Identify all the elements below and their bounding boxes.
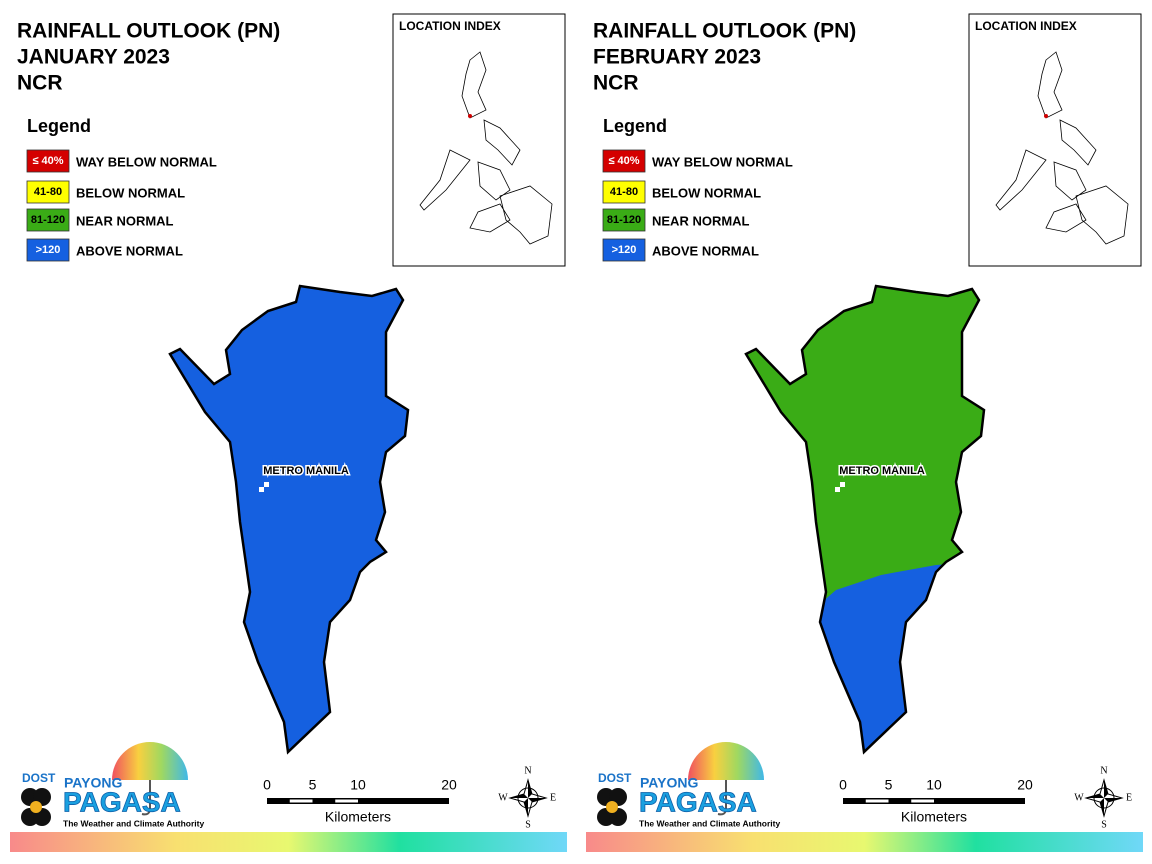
city-marker xyxy=(259,487,264,492)
legend-range: >120 xyxy=(36,244,61,256)
compass-fill xyxy=(510,780,546,816)
legend-range: ≤ 40% xyxy=(32,155,63,167)
region-fill xyxy=(746,286,984,752)
title-line: NCR xyxy=(593,72,639,95)
region-outline xyxy=(744,284,986,755)
compass-letter: N xyxy=(1100,765,1107,776)
legend-range: 81-120 xyxy=(607,214,641,226)
legend-swatch xyxy=(26,180,70,204)
legend-swatch xyxy=(26,149,70,173)
scale-unit: Kilometers xyxy=(901,809,967,825)
city-marker xyxy=(264,482,269,487)
compass-letter: W xyxy=(1074,792,1084,803)
scale-tick-label: 10 xyxy=(350,777,366,793)
scale-tick-label: 20 xyxy=(1017,777,1033,793)
logo-brand-top: PAYONG xyxy=(64,775,122,791)
legend-title: Legend xyxy=(603,116,667,136)
color-band xyxy=(586,832,1143,852)
legend-swatch xyxy=(26,208,70,232)
scale-segment xyxy=(865,799,889,803)
legend-swatch xyxy=(26,238,70,262)
region-fill xyxy=(170,286,408,752)
logo-handle xyxy=(141,780,151,816)
title-line: RAINFALL OUTLOOK (PN) xyxy=(593,20,856,43)
legend-label: BELOW NORMAL xyxy=(652,185,761,200)
logo-brand: PAGASA xyxy=(639,786,757,817)
compass-letter: S xyxy=(525,819,531,830)
legend-range: 41-80 xyxy=(610,186,638,198)
title-line: NCR xyxy=(17,72,63,95)
scale-tick-label: 10 xyxy=(926,777,942,793)
legend-swatch xyxy=(602,149,646,173)
scale-segment xyxy=(335,799,358,803)
panel: RAINFALL OUTLOOK (PN) FEBRUARY 2023 NCR LOC… xyxy=(586,13,1143,852)
logo-tagline: The Weather and Climate Authority xyxy=(63,818,204,828)
legend-label: NEAR NORMAL xyxy=(76,213,174,228)
map-label: METRO MANILA xyxy=(839,465,925,477)
panel: RAINFALL OUTLOOK (PN) JANUARY 2023 NCR LOCA… xyxy=(10,13,567,852)
compass-letter: E xyxy=(1126,792,1132,803)
scale-segment xyxy=(289,799,313,803)
legend-label: ABOVE NORMAL xyxy=(76,243,183,258)
scale-unit: Kilometers xyxy=(325,809,391,825)
legend-label: BELOW NORMAL xyxy=(76,185,185,200)
logo-flower-center xyxy=(30,801,42,813)
legend-label: ABOVE NORMAL xyxy=(652,243,759,258)
title-line: JANUARY 2023 xyxy=(17,46,170,69)
title-line: FEBRUARY 2023 xyxy=(593,46,761,69)
compass-letter: E xyxy=(550,792,556,803)
compass-letter: N xyxy=(524,765,531,776)
compass-letter: W xyxy=(498,792,508,803)
logo-tagline: The Weather and Climate Authority xyxy=(639,818,780,828)
location-index-title: LOCATION INDEX xyxy=(975,19,1077,33)
region-outline xyxy=(168,284,410,755)
legend-range: 81-120 xyxy=(31,214,65,226)
location-marker xyxy=(1044,114,1048,118)
logo-flower-center xyxy=(606,801,618,813)
legend-range: 41-80 xyxy=(34,186,62,198)
location-index-map xyxy=(995,51,1129,245)
legend-label: WAY BELOW NORMAL xyxy=(652,154,793,169)
scale-tick-label: 5 xyxy=(309,777,317,793)
location-marker xyxy=(468,114,472,118)
scale-tick-label: 20 xyxy=(441,777,457,793)
legend-swatch xyxy=(602,180,646,204)
map-label: METRO MANILA xyxy=(263,465,349,477)
city-marker xyxy=(835,487,840,492)
city-marker xyxy=(840,482,845,487)
legend-label: NEAR NORMAL xyxy=(652,213,750,228)
legend-title: Legend xyxy=(27,116,91,136)
logo-agency: DOST xyxy=(22,771,56,785)
legend-range: ≤ 40% xyxy=(608,155,639,167)
logo-brand: PAGASA xyxy=(63,786,181,817)
location-index-map xyxy=(419,51,553,245)
scale-tick-label: 5 xyxy=(885,777,893,793)
logo-umbrella xyxy=(688,742,764,780)
logo-agency: DOST xyxy=(598,771,632,785)
logo-brand-top: PAYONG xyxy=(640,775,698,791)
scale-segment xyxy=(911,799,934,803)
scale-tick-label: 0 xyxy=(263,777,271,793)
location-index-title: LOCATION INDEX xyxy=(399,19,501,33)
title-line: RAINFALL OUTLOOK (PN) xyxy=(17,20,280,43)
legend-swatch xyxy=(602,208,646,232)
legend-range: >120 xyxy=(612,244,637,256)
compass-letter: S xyxy=(1101,819,1107,830)
compass-fill xyxy=(1086,780,1122,816)
region-fill-south xyxy=(806,560,984,752)
logo-umbrella xyxy=(112,742,188,780)
logo-handle xyxy=(717,780,727,816)
scale-tick-label: 0 xyxy=(839,777,847,793)
legend-swatch xyxy=(602,238,646,262)
legend-label: WAY BELOW NORMAL xyxy=(76,154,217,169)
color-band xyxy=(10,832,567,852)
